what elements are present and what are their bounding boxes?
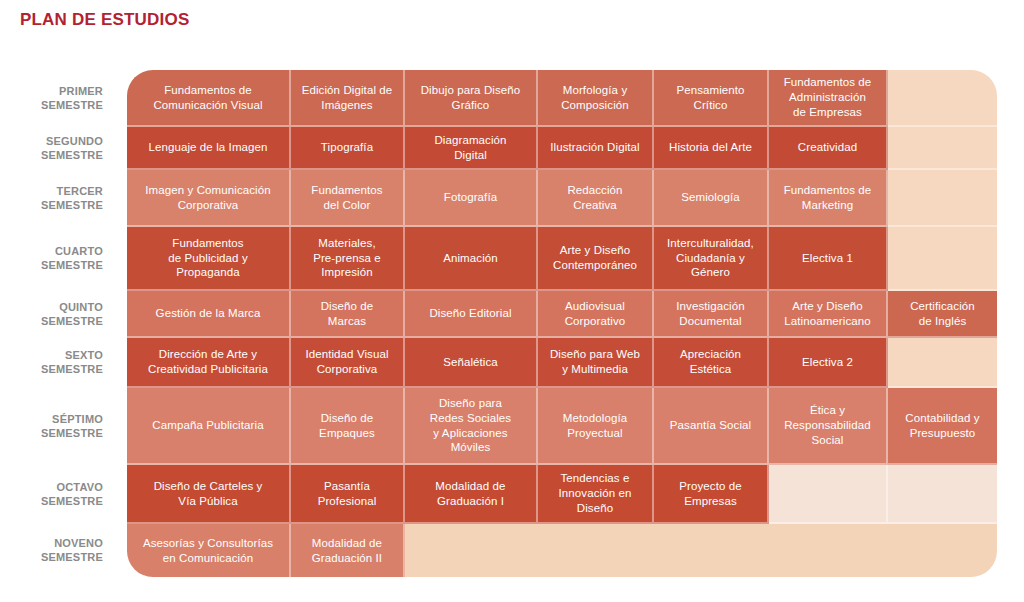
empty-cell <box>888 70 997 127</box>
course-cell: Arte y Diseño Latinoamericano <box>769 291 888 338</box>
course-cell: Arte y Diseño Contemporáneo <box>538 227 654 291</box>
course-cell: Metodología Proyectual <box>538 388 654 465</box>
course-cell: Investigación Documental <box>654 291 769 338</box>
course-cell: Electiva 2 <box>769 338 888 388</box>
course-cell: Fundamentos de Publicidad y Propaganda <box>127 227 291 291</box>
semester-label: SEXTO SEMESTRE <box>20 338 127 388</box>
course-cell: Fundamentos de Comunicación Visual <box>127 70 291 127</box>
course-cell: Certificación de Inglés <box>888 291 997 338</box>
semester-label: CUARTO SEMESTRE <box>20 227 127 291</box>
course-cell: Diseño para Redes Sociales y Aplicacione… <box>405 388 538 465</box>
course-cell: Señalética <box>405 338 538 388</box>
course-cell: Dibujo para Diseño Gráfico <box>405 70 538 127</box>
empty-cell <box>769 465 888 524</box>
empty-cell <box>888 127 997 170</box>
semester-label: TERCER SEMESTRE <box>20 170 127 227</box>
course-cell: Redacción Creativa <box>538 170 654 227</box>
course-cell: Diseño de Carteles y Vía Pública <box>127 465 291 524</box>
semester-label: QUINTO SEMESTRE <box>20 291 127 338</box>
course-cell: Imagen y Comunicación Corporativa <box>127 170 291 227</box>
course-cell: Fundamentos de Administración de Empresa… <box>769 70 888 127</box>
empty-cell <box>888 227 997 291</box>
course-cell: Pensamiento Crítico <box>654 70 769 127</box>
course-cell: Diagramación Digital <box>405 127 538 170</box>
course-cell: Materiales, Pre-prensa e Impresión <box>291 227 405 291</box>
semester-label: OCTAVO SEMESTRE <box>20 465 127 524</box>
page-title: PLAN DE ESTUDIOS <box>20 10 189 30</box>
course-cell: Morfología y Composición <box>538 70 654 127</box>
course-cell: Diseño Editorial <box>405 291 538 338</box>
course-cell: Audiovisual Corporativo <box>538 291 654 338</box>
curriculum-grid: PRIMER SEMESTREFundamentos de Comunicaci… <box>20 70 997 577</box>
course-cell: Edición Digital de Imágenes <box>291 70 405 127</box>
empty-cell <box>888 170 997 227</box>
semester-label: SEGUNDO SEMESTRE <box>20 127 127 170</box>
empty-cell <box>888 465 997 524</box>
semester-label: NOVENO SEMESTRE <box>20 524 127 577</box>
course-cell: Ilustración Digital <box>538 127 654 170</box>
course-cell: Tipografía <box>291 127 405 170</box>
course-cell: Contabilidad y Presupuesto <box>888 388 997 465</box>
course-cell: Modalidad de Graduación II <box>291 524 405 577</box>
semester-label: PRIMER SEMESTRE <box>20 70 127 127</box>
course-cell: Fundamentos de Marketing <box>769 170 888 227</box>
course-cell: Semiología <box>654 170 769 227</box>
course-cell: Apreciación Estética <box>654 338 769 388</box>
course-cell: Tendencias e Innovación en Diseño <box>538 465 654 524</box>
course-cell: Proyecto de Empresas <box>654 465 769 524</box>
course-cell: Electiva 1 <box>769 227 888 291</box>
semester-label: SÉPTIMO SEMESTRE <box>20 388 127 465</box>
course-cell: Interculturalidad, Ciudadanía y Género <box>654 227 769 291</box>
course-cell: Fotografía <box>405 170 538 227</box>
course-cell: Lenguaje de la Imagen <box>127 127 291 170</box>
course-cell: Identidad Visual Corporativa <box>291 338 405 388</box>
course-cell: Fundamentos del Color <box>291 170 405 227</box>
course-cell: Creatividad <box>769 127 888 170</box>
course-cell: Pasantía Social <box>654 388 769 465</box>
course-cell: Pasantía Profesional <box>291 465 405 524</box>
course-cell: Diseño de Marcas <box>291 291 405 338</box>
course-cell: Gestión de la Marca <box>127 291 291 338</box>
course-cell: Historia del Arte <box>654 127 769 170</box>
course-cell: Animación <box>405 227 538 291</box>
course-cell: Diseño para Web y Multimedia <box>538 338 654 388</box>
course-cell: Asesorías y Consultorías en Comunicación <box>127 524 291 577</box>
course-cell: Diseño de Empaques <box>291 388 405 465</box>
empty-cell <box>405 524 997 577</box>
course-cell: Campaña Publicitaria <box>127 388 291 465</box>
empty-cell <box>888 338 997 388</box>
course-cell: Dirección de Arte y Creatividad Publicit… <box>127 338 291 388</box>
course-cell: Ética y Responsabilidad Social <box>769 388 888 465</box>
course-cell: Modalidad de Graduación I <box>405 465 538 524</box>
